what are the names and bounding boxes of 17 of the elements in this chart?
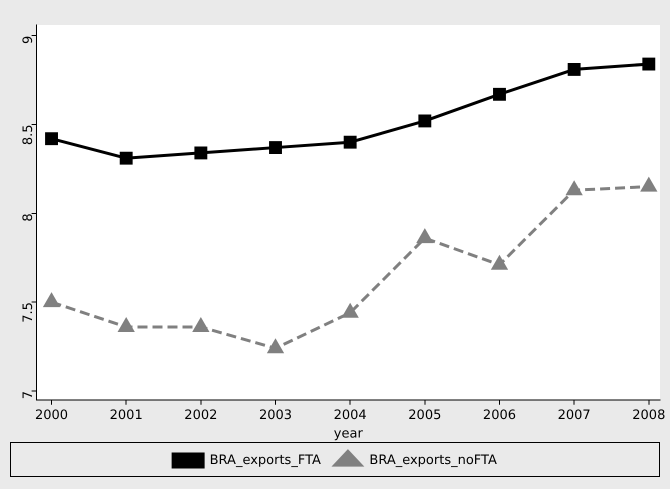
y-tick-label: 7 (20, 390, 36, 400)
y-tick-label: 9 (20, 36, 36, 44)
x-tick-label: 2001 (110, 408, 143, 423)
x-tick-label: 2004 (334, 408, 367, 423)
legend-label: BRA_exports_noFTA (369, 452, 497, 468)
x-tick-label: 2003 (258, 408, 292, 423)
x-axis-title: year (334, 426, 364, 442)
x-tick-label: 2008 (632, 408, 666, 423)
y-tick-label: 8.5 (20, 124, 36, 146)
y-tick-label: 7.5 (20, 302, 36, 323)
x-tick-label: 2005 (408, 408, 442, 423)
x-tick-label: 2002 (184, 408, 218, 423)
y-tick-label: 8 (20, 213, 36, 222)
x-tick-label: 2000 (34, 408, 68, 423)
x-tick-label: 2007 (558, 408, 591, 423)
x-tick-label: 2006 (482, 408, 516, 423)
legend-label: BRA_exports_FTA (210, 452, 322, 468)
